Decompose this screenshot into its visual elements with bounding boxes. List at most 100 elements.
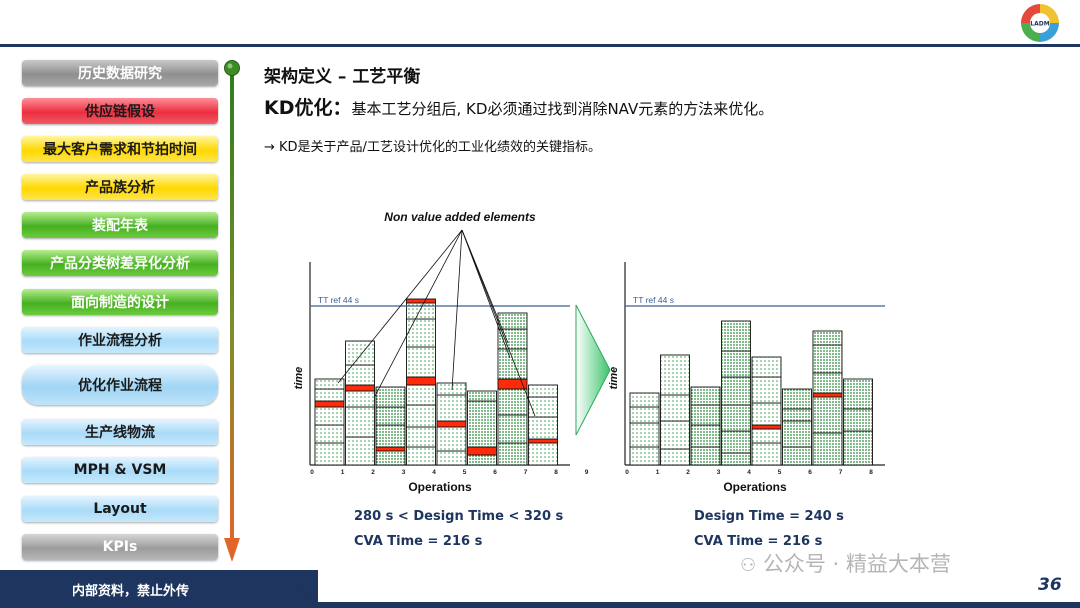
page-title: 架构定义 – 工艺平衡 [264,67,421,87]
work-element [436,426,467,452]
progress-timeline [224,60,240,562]
x-tick-label: 7 [524,469,528,476]
kd-statement: KD优化：基本工艺分组后, KD必须通过找到消除NAV元素的方法来优化。 [264,93,773,120]
x-tick-label: 8 [869,469,873,476]
work-element [812,396,843,434]
work-element [406,384,436,406]
sidebar-item-historical-data[interactable]: 历史数据研究 [22,60,218,86]
work-element [345,436,375,466]
leader-line [451,229,463,391]
work-element [751,376,782,404]
sidebar-item-label: KPIs [102,539,138,555]
work-element [660,448,690,466]
annotation-leaders [337,229,536,417]
work-element [751,442,782,466]
sidebar-item-line-logistics[interactable]: 生产线物流 [22,419,218,445]
work-element [436,394,467,422]
work-element [497,442,528,466]
sidebar-item-optimize-process[interactable]: 优化作业流程 [22,365,218,405]
work-element [345,340,375,366]
sidebar-item-label: 产品分类树差异化分析 [50,256,190,272]
work-element [843,430,873,466]
nva-element [528,438,558,444]
work-element [497,312,528,330]
right-design-time: Design Time = 240 s [694,509,844,524]
work-element [629,446,660,466]
x-tick-label: 5 [463,469,467,476]
x-tick-label: 9 [585,469,589,476]
x-tick-label: 0 [310,469,314,476]
x-tick-label: 6 [493,469,497,476]
work-element [660,394,690,422]
x-tick-label: 3 [717,469,721,476]
work-element [497,388,528,416]
work-element [314,424,345,444]
left-design-time: 280 s < Design Time < 320 s [354,509,564,524]
work-element [690,446,721,466]
work-element [660,354,690,396]
nva-element [751,424,782,430]
before-chart: 0 1 2 3 4 5 6 7 8 9 time Operations TT ref 44 s [293,262,589,494]
work-element [751,428,782,444]
work-element [467,454,497,466]
work-element [406,426,436,448]
work-element [812,344,843,374]
sidebar-item-label: MPH & VSM [73,462,167,478]
sidebar-item-label: 面向制造的设计 [71,295,169,311]
x-tick-label: 6 [808,469,812,476]
sidebar-item-dfm[interactable]: 面向制造的设计 [22,289,218,315]
sidebar-item-process-analysis[interactable]: 作业流程分析 [22,327,218,353]
work-element [812,432,843,466]
x-tick-label: 2 [371,469,375,476]
work-element [629,406,660,424]
work-element [497,348,528,380]
x-tick-label: 0 [625,469,629,476]
page-number: 36 [1038,575,1062,595]
x-tick-label: 4 [747,469,751,476]
work-element [782,446,812,466]
y-axis-label: time [293,367,305,390]
sidebar-item-product-family[interactable]: 产品族分析 [22,174,218,200]
confidential-label: 内部资料，禁止外传 [72,584,190,599]
work-element [629,422,660,448]
takt-time-label: TT ref 44 s [318,295,359,305]
work-element [721,430,751,454]
sidebar-item-assembly-chronology[interactable]: 装配年表 [22,212,218,238]
work-element [812,372,843,394]
wechat-icon: ⚇ [740,555,757,576]
x-tick-label: 7 [839,469,843,476]
sidebar-item-label: 历史数据研究 [78,66,162,82]
sidebar-item-label: 最大客户需求和节拍时间 [43,142,197,158]
kd-note: → KD是关于产品/工艺设计优化的工业化绩效的关键指标。 [264,140,601,155]
sidebar-item-takt-time[interactable]: 最大客户需求和节拍时间 [22,136,218,162]
work-element [528,442,558,466]
watermark-text: 公众号 · 精益大本营 [762,552,951,576]
work-element [843,378,873,410]
work-element [375,450,406,466]
work-element [406,404,436,428]
x-tick-label: 5 [778,469,782,476]
work-element [721,404,751,432]
work-element [782,420,812,448]
sidebar-item-product-tree[interactable]: 产品分类树差异化分析 [22,250,218,276]
sidebar-item-label: 优化作业流程 [78,378,162,394]
work-element [660,420,690,450]
sidebar-item-layout[interactable]: Layout [22,496,218,522]
sidebar-item-kpis[interactable]: KPIs [22,534,218,560]
work-element [436,450,467,466]
nva-element [375,446,406,452]
work-element [467,390,497,402]
left-cva-time: CVA Time = 216 s [354,534,483,549]
header-rule [0,44,1080,47]
sidebar-item-mph-vsm[interactable]: MPH & VSM [22,457,218,483]
sidebar-item-supply-chain[interactable]: 供应链假设 [22,98,218,124]
work-element [782,408,812,422]
work-element [782,388,812,410]
transition-arrow [575,304,611,436]
sidebar-item-label: 作业流程分析 [78,333,162,349]
x-axis-label: Operations [723,480,787,494]
work-element [375,424,406,448]
x-tick-label: 1 [656,469,660,476]
work-element [497,414,528,444]
